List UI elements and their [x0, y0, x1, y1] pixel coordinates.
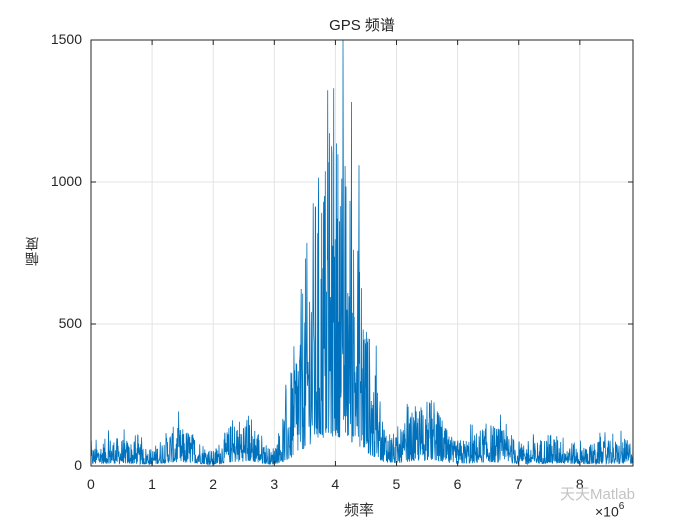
x-tick-label: 1: [148, 476, 156, 492]
grid-lines: [91, 40, 633, 466]
x-tick-label: 5: [392, 476, 401, 492]
x-tick-label: 3: [270, 476, 279, 492]
tick-marks: [90, 39, 633, 467]
axes-box: [90, 39, 634, 467]
x-tick-label: 7: [514, 476, 523, 492]
y-axis-label: 幅度: [24, 236, 40, 266]
x-exponent-label: ×106: [595, 501, 625, 520]
x-axis-label: 频率: [344, 502, 375, 519]
y-tick-label: 0: [74, 457, 82, 473]
y-tick-label: 1000: [50, 173, 82, 189]
y-tick-label: 500: [58, 315, 82, 331]
x-tick-label: 2: [209, 476, 217, 492]
watermark: 天天Matlab: [560, 486, 636, 503]
x-tick-label: 8: [575, 476, 584, 492]
chart-title: GPS 频谱: [329, 17, 395, 34]
x-tick-label: 6: [453, 476, 462, 492]
x-tick-label: 4: [331, 476, 340, 492]
spectrum-line: [90, 39, 634, 466]
x-tick-label: 0: [87, 476, 95, 492]
y-tick-label: 1500: [50, 31, 82, 47]
